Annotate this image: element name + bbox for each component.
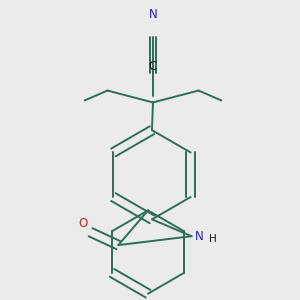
Text: C: C (149, 60, 157, 73)
Text: O: O (78, 217, 88, 230)
Text: H: H (209, 234, 217, 244)
Text: N: N (148, 8, 157, 21)
Text: N: N (195, 230, 203, 243)
